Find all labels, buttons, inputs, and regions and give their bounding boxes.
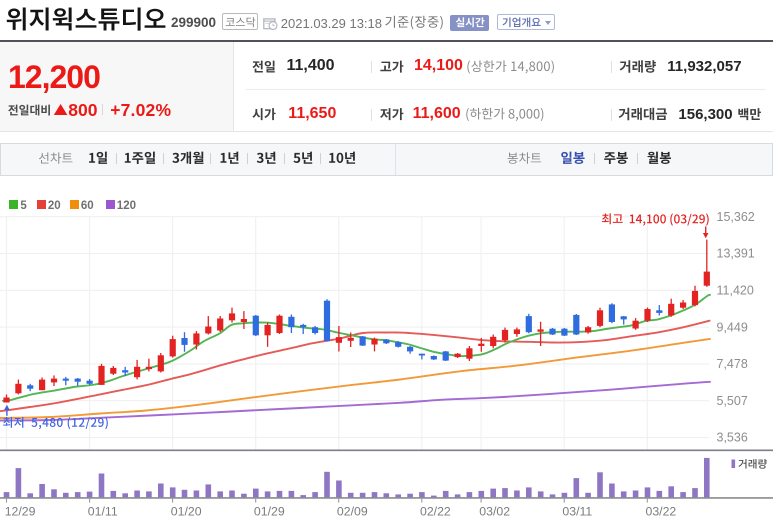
svg-text:13,391: 13,391	[717, 247, 755, 261]
svg-text:15,362: 15,362	[717, 210, 755, 224]
svg-text:02/09: 02/09	[337, 505, 368, 519]
svg-text:02/22: 02/22	[420, 505, 451, 519]
svg-text:01/11: 01/11	[88, 505, 118, 519]
svg-text:12/29: 12/29	[5, 505, 36, 519]
svg-text:9,449: 9,449	[717, 320, 748, 334]
svg-text:03/22: 03/22	[646, 505, 677, 519]
svg-text:7,478: 7,478	[717, 357, 748, 371]
svg-text:01/20: 01/20	[171, 505, 202, 519]
svg-text:03/11: 03/11	[562, 505, 592, 519]
svg-text:3,536: 3,536	[717, 431, 748, 445]
svg-text:5,507: 5,507	[717, 394, 748, 408]
svg-text:11,420: 11,420	[717, 284, 754, 298]
svg-text:01/29: 01/29	[254, 505, 285, 519]
svg-text:03/02: 03/02	[479, 505, 510, 519]
